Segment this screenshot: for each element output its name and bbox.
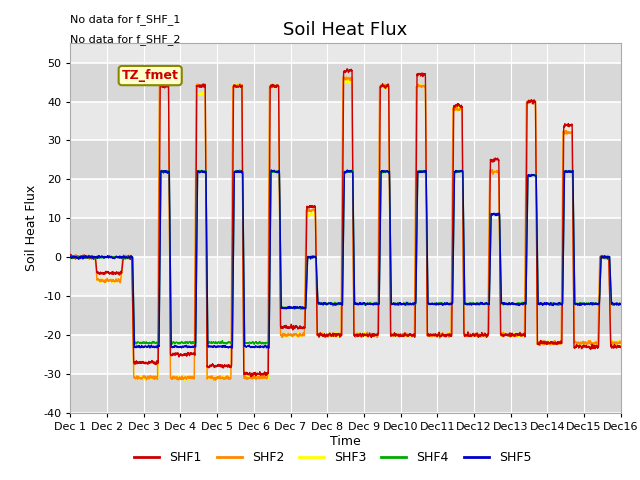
Bar — [70, 218, 621, 257]
SHF1 — [469, 332, 477, 337]
SHF4 — [500, 301, 508, 307]
SHF4 — [325, 300, 333, 306]
SHF4 — [438, 300, 446, 306]
SHF4 — [166, 181, 173, 187]
SHF3 — [181, 377, 189, 383]
SHF5 — [325, 300, 333, 306]
Bar — [70, 180, 621, 218]
SHF4 — [458, 167, 466, 173]
SHF2 — [166, 201, 173, 206]
SHF5 — [469, 301, 477, 307]
SHF2 — [617, 340, 625, 346]
SHF5 — [67, 254, 74, 260]
SHF2 — [325, 332, 333, 337]
SHF4 — [154, 341, 161, 347]
Y-axis label: Soil Heat Flux: Soil Heat Flux — [25, 185, 38, 271]
SHF1 — [616, 344, 624, 350]
SHF5 — [344, 167, 351, 173]
Text: No data for f_SHF_2: No data for f_SHF_2 — [70, 34, 181, 45]
Line: SHF3: SHF3 — [70, 80, 621, 380]
SHF5 — [228, 345, 236, 351]
SHF2 — [469, 332, 477, 338]
SHF3 — [166, 200, 173, 205]
Line: SHF2: SHF2 — [70, 77, 621, 380]
SHF1 — [500, 332, 508, 337]
SHF5 — [500, 301, 508, 307]
Bar — [70, 335, 621, 374]
Text: TZ_fmet: TZ_fmet — [122, 69, 179, 82]
SHF3 — [469, 332, 477, 338]
SHF1 — [166, 192, 173, 198]
SHF1 — [325, 332, 333, 337]
SHF3 — [439, 331, 447, 337]
Bar — [70, 296, 621, 335]
SHF3 — [325, 332, 333, 338]
Bar — [70, 257, 621, 296]
SHF4 — [616, 302, 624, 308]
Title: Soil Heat Flux: Soil Heat Flux — [284, 21, 408, 39]
SHF4 — [469, 301, 477, 307]
SHF5 — [166, 169, 173, 175]
SHF5 — [616, 301, 624, 307]
Legend: SHF1, SHF2, SHF3, SHF4, SHF5: SHF1, SHF2, SHF3, SHF4, SHF5 — [129, 446, 536, 469]
Bar — [70, 102, 621, 141]
SHF2 — [439, 330, 447, 336]
SHF1 — [67, 253, 74, 259]
Text: No data for f_SHF_1: No data for f_SHF_1 — [70, 14, 180, 25]
SHF5 — [439, 302, 447, 308]
SHF2 — [616, 340, 624, 346]
SHF4 — [67, 255, 74, 261]
SHF2 — [212, 377, 220, 383]
SHF1 — [248, 374, 255, 380]
SHF2 — [339, 74, 347, 80]
Bar — [70, 63, 621, 102]
SHF1 — [439, 332, 447, 337]
Line: SHF5: SHF5 — [70, 170, 621, 348]
SHF1 — [617, 345, 625, 350]
SHF3 — [344, 77, 351, 83]
SHF3 — [616, 341, 624, 347]
SHF3 — [67, 256, 74, 262]
Line: SHF4: SHF4 — [70, 170, 621, 344]
SHF3 — [617, 339, 625, 345]
SHF2 — [500, 332, 508, 337]
SHF4 — [617, 301, 625, 307]
Bar — [70, 141, 621, 180]
SHF2 — [67, 253, 74, 259]
SHF5 — [617, 301, 625, 307]
SHF1 — [344, 66, 351, 72]
Line: SHF1: SHF1 — [70, 69, 621, 377]
SHF3 — [500, 331, 508, 337]
Bar — [70, 374, 621, 413]
X-axis label: Time: Time — [330, 434, 361, 448]
